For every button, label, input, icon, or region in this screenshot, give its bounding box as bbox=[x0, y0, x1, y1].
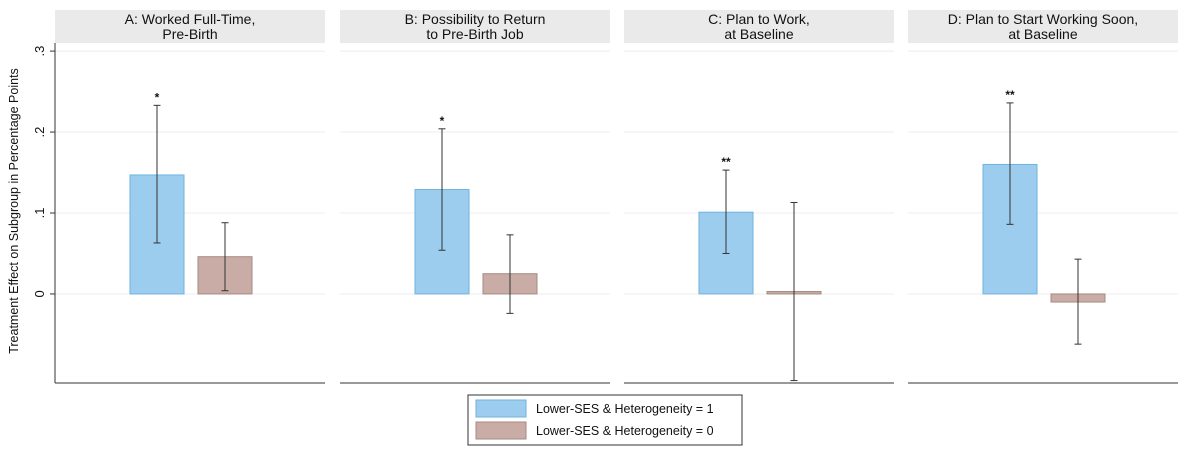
panel-title-line2: Pre-Birth bbox=[162, 26, 217, 42]
panels: A: Worked Full-Time,Pre-Birth0.1.2.3*B: … bbox=[32, 10, 1178, 384]
panel-title-line2: at Baseline bbox=[724, 26, 793, 42]
panel-c: C: Plan to Work,at Baseline ** bbox=[624, 10, 894, 384]
legend-swatch bbox=[475, 421, 527, 440]
significance-stars: ** bbox=[721, 155, 731, 169]
panel-a: A: Worked Full-Time,Pre-Birth 0 .1 .2 .3 * bbox=[32, 10, 325, 384]
panel-header bbox=[624, 10, 894, 43]
panel-title-line1: A: Worked Full-Time, bbox=[125, 11, 256, 27]
y-tick-label: .2 bbox=[32, 127, 47, 138]
legend-entry-label: Lower-SES & Heterogeneity = 1 bbox=[536, 402, 714, 416]
y-tick-label: 0 bbox=[32, 290, 47, 297]
y-tick-label: .3 bbox=[32, 46, 47, 57]
panel-title-line2: to Pre-Birth Job bbox=[426, 26, 523, 42]
panel-d: D: Plan to Start Working Soon,at Baselin… bbox=[908, 10, 1178, 384]
panel-header bbox=[55, 10, 325, 43]
panel-header bbox=[340, 10, 610, 43]
significance-stars: ** bbox=[1005, 88, 1015, 102]
y-axis-label: Treatment Effect on Subgroup in Percenta… bbox=[7, 68, 21, 354]
legend-swatch bbox=[475, 399, 527, 418]
legend: Lower-SES & Heterogeneity = 1 Lower-SES &… bbox=[467, 394, 743, 446]
significance-stars: * bbox=[155, 90, 160, 104]
panel-title-line1: C: Plan to Work, bbox=[708, 11, 810, 27]
legend-entry-label: Lower-SES & Heterogeneity = 0 bbox=[536, 424, 714, 438]
y-tick-label: .1 bbox=[32, 208, 47, 219]
panel-title-line2: at Baseline bbox=[1008, 26, 1077, 42]
significance-stars: * bbox=[440, 114, 445, 128]
panel-title-line1: B: Possibility to Return bbox=[405, 11, 546, 27]
panel-title-line1: D: Plan to Start Working Soon, bbox=[948, 11, 1138, 27]
panel-header bbox=[908, 10, 1178, 43]
